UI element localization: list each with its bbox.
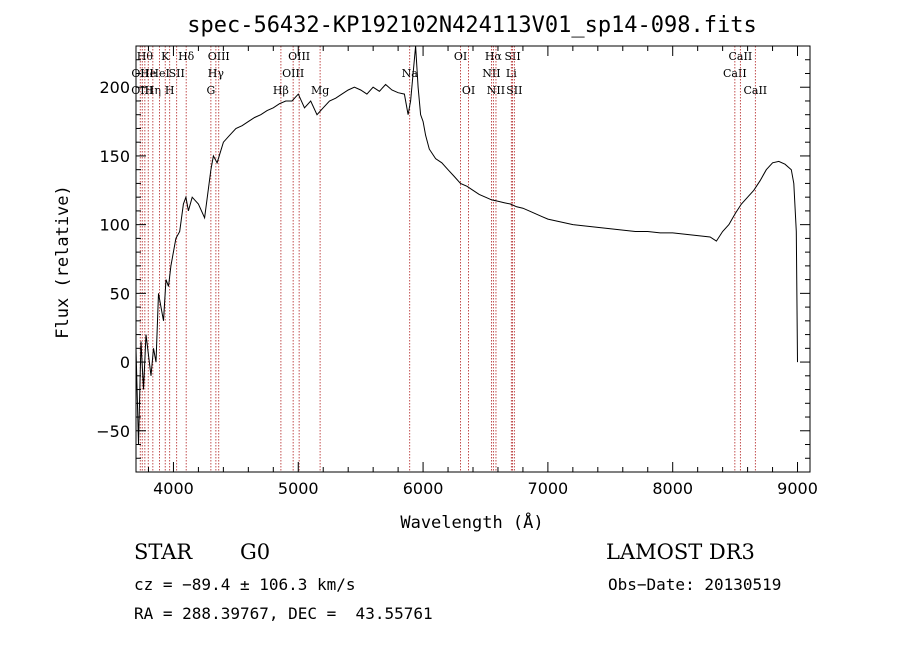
line-label-24: SII — [504, 50, 520, 63]
line-label-23: Li — [506, 67, 517, 80]
line-label-19: OI — [462, 84, 475, 97]
emission-lines-layer: OIIOIIIHθHeHηHeIKHSIIHδGHγOIIIHβOIIIOIII… — [131, 46, 767, 472]
y-tick-label-1: 0 — [120, 353, 130, 372]
line-label-7: H — [165, 84, 175, 97]
line-label-13: Hβ — [273, 84, 289, 97]
line-label-27: CaII — [729, 50, 753, 63]
redshift-readout: cz = −89.4 ± 106.3 km/s — [134, 575, 356, 594]
line-label-2: Hθ — [137, 50, 154, 63]
line-label-20: NII — [482, 67, 500, 80]
line-label-5: HeI — [149, 67, 169, 80]
line-label-28: CaII — [743, 84, 767, 97]
line-label-9: Hδ — [178, 50, 195, 63]
y-tick-label-4: 150 — [99, 147, 130, 166]
line-label-17: Na — [402, 67, 419, 80]
line-label-12: OIII — [208, 50, 230, 63]
spectrum-chart: spec-56432-KP192102N424113V01_sp14-098.f… — [53, 13, 818, 533]
x-tick-label-5: 9000 — [777, 479, 818, 498]
line-label-26: CaII — [723, 67, 747, 80]
line-label-21: Hα — [485, 50, 503, 63]
ra-dec-readout: RA = 288.39767, DEC = 43.55761 — [134, 604, 433, 623]
line-label-6: K — [161, 50, 170, 63]
line-label-8: SII — [169, 67, 185, 80]
line-label-4: Hη — [145, 84, 161, 97]
line-label-18: OI — [454, 50, 467, 63]
object-class: STAR — [134, 540, 193, 564]
line-label-14: OIII — [282, 67, 304, 80]
y-axis-label: Flux (relative) — [53, 185, 73, 339]
x-axis-label: Wavelength (Å) — [400, 511, 543, 533]
y-tick-label-5: 200 — [99, 78, 130, 97]
line-label-11: Hγ — [208, 67, 225, 80]
x-tick-label-0: 4000 — [153, 479, 194, 498]
x-tick-label-3: 7000 — [528, 479, 569, 498]
line-label-25: SII — [506, 84, 522, 97]
line-label-22: NII — [487, 84, 505, 97]
y-tick-label-3: 100 — [99, 216, 130, 235]
line-label-3: He — [140, 67, 156, 80]
line-label-15: OIII — [288, 50, 310, 63]
line-label-10: G — [206, 84, 215, 97]
x-tick-label-4: 8000 — [652, 479, 693, 498]
survey-name: LAMOST DR3 — [606, 540, 755, 564]
plot-frame — [135, 45, 811, 473]
y-tick-label-0: −50 — [96, 422, 130, 441]
spectrum-line — [135, 45, 798, 445]
x-tick-label-1: 5000 — [278, 479, 319, 498]
chart-title: spec-56432-KP192102N424113V01_sp14-098.f… — [187, 13, 757, 38]
line-label-16: Mg — [311, 84, 329, 97]
y-tick-label-2: 50 — [110, 284, 130, 303]
obs-date: Obs−Date: 20130519 — [608, 575, 782, 594]
x-tick-label-2: 6000 — [403, 479, 444, 498]
object-subclass: G0 — [240, 540, 271, 564]
axis-ticks-layer: 4000 5000 6000 7000 8000 9000 −50 0 50 100 150 200 — [96, 45, 818, 498]
